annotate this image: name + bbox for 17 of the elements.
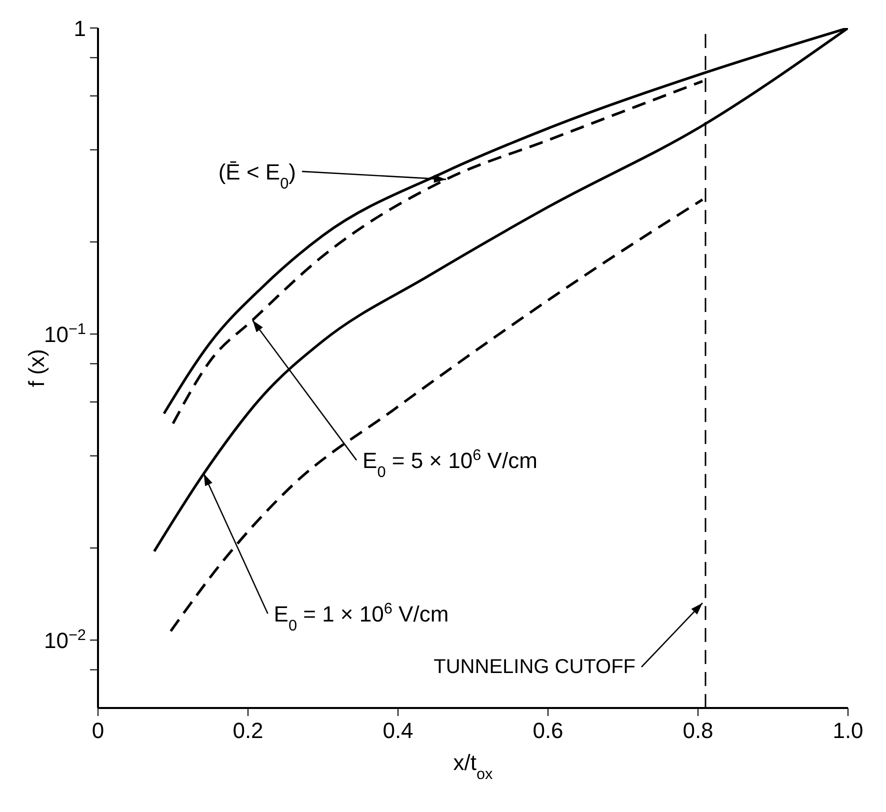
x-tick-label: 0.8 xyxy=(682,718,714,743)
y-tick-label: 1 xyxy=(74,16,86,41)
annotation: E$_{0}$ = 1 × 10$^{6}$ V/cm xyxy=(274,600,449,634)
x-tick-label: 0.6 xyxy=(532,718,564,743)
line-series xyxy=(172,80,704,425)
line-series xyxy=(169,198,704,632)
x-tick-label: 0.4 xyxy=(382,718,414,743)
y-axis-title: f (x) xyxy=(24,349,49,387)
x-tick-label: 0 xyxy=(92,718,104,743)
y-tick-label: 10$^{−1}$ xyxy=(44,320,86,348)
ref-line-label: TUNNELING CUTOFF xyxy=(434,656,636,678)
x-axis-title: x/t$_{ox}$ xyxy=(453,750,494,782)
x-tick-label: 1.0 xyxy=(832,718,864,743)
y-tick-label: 10$^{−2}$ xyxy=(44,626,86,654)
annotation: (Ē < E$_{0}$) xyxy=(218,159,296,192)
x-tick-label: 0.2 xyxy=(232,718,264,743)
annotation: E$_{0}$ = 5 × 10$^{6}$ V/cm xyxy=(362,446,538,481)
